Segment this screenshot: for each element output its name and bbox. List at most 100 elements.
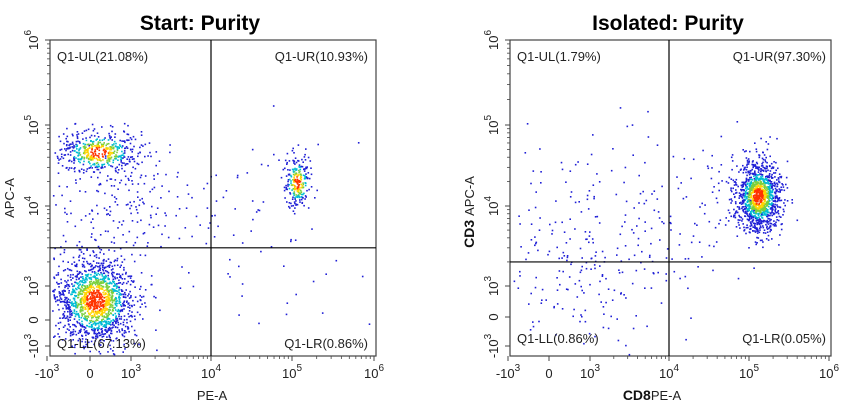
event-point — [86, 315, 88, 318]
event-point — [95, 147, 98, 149]
event-point — [294, 167, 296, 170]
event-point — [746, 166, 748, 168]
event-point — [777, 199, 780, 201]
event-point — [86, 318, 88, 320]
event-point — [755, 203, 758, 205]
event-point — [73, 162, 75, 164]
event-point — [745, 177, 748, 180]
event-point — [756, 186, 758, 188]
event-point — [282, 168, 285, 171]
event-point — [778, 244, 780, 246]
event-point — [76, 288, 78, 291]
event-point — [95, 316, 97, 319]
event-point — [756, 227, 758, 229]
event-point — [57, 272, 60, 274]
event-point — [299, 193, 302, 195]
event-point — [241, 283, 244, 285]
event-point — [92, 328, 95, 330]
event-point — [111, 147, 113, 149]
event-point — [757, 190, 759, 192]
event-point — [619, 107, 622, 109]
event-point — [126, 163, 129, 165]
event-point — [111, 288, 114, 290]
event-point — [747, 188, 750, 190]
event-point — [112, 278, 115, 281]
event-point — [106, 330, 109, 333]
event-point — [84, 298, 86, 301]
event-point — [778, 215, 781, 218]
event-point — [298, 174, 300, 176]
event-point — [94, 277, 97, 280]
event-point — [94, 272, 96, 275]
event-point — [122, 302, 124, 305]
event-point — [104, 296, 107, 298]
event-point — [745, 207, 748, 209]
event-point — [112, 147, 115, 150]
x-tick-label: 105 — [282, 363, 302, 381]
event-point — [712, 269, 714, 272]
event-point — [601, 250, 604, 253]
event-point — [120, 304, 122, 306]
event-point — [767, 239, 770, 241]
event-point — [632, 327, 635, 330]
event-point — [101, 318, 103, 321]
event-point — [86, 275, 88, 277]
event-point — [110, 185, 113, 187]
event-point — [103, 289, 105, 292]
event-point — [649, 254, 651, 257]
event-point — [98, 310, 101, 313]
event-point — [112, 322, 114, 324]
event-point — [178, 208, 181, 210]
event-point — [96, 147, 99, 149]
event-point — [73, 310, 76, 312]
event-point — [288, 187, 291, 190]
event-point — [78, 337, 81, 340]
event-point — [715, 241, 718, 243]
event-point — [780, 228, 783, 231]
event-point — [746, 183, 749, 186]
event-point — [144, 254, 147, 257]
event-point — [105, 305, 107, 307]
event-point — [57, 283, 59, 285]
event-point — [760, 137, 762, 140]
event-point — [86, 260, 88, 263]
event-point — [296, 190, 299, 193]
event-point — [155, 213, 157, 215]
event-point — [133, 160, 136, 163]
event-point — [83, 288, 85, 290]
event-point — [115, 287, 118, 290]
event-point — [644, 230, 646, 232]
event-point — [770, 194, 773, 196]
event-point — [760, 191, 762, 194]
event-point — [756, 166, 759, 169]
event-point — [99, 281, 102, 284]
event-point — [109, 137, 112, 140]
event-point — [758, 154, 760, 156]
event-point — [599, 280, 601, 283]
event-point — [89, 162, 91, 165]
event-point — [83, 294, 86, 297]
event-point — [87, 154, 90, 157]
event-point — [121, 140, 123, 142]
event-point — [116, 283, 118, 285]
event-point — [118, 313, 120, 316]
event-point — [769, 225, 772, 228]
event-point — [84, 287, 87, 290]
event-point — [116, 302, 118, 305]
event-point — [99, 139, 101, 141]
event-point — [79, 271, 82, 274]
event-point — [758, 191, 761, 194]
event-point — [741, 218, 744, 220]
event-point — [756, 199, 758, 202]
event-point — [297, 179, 299, 182]
event-point — [78, 318, 81, 321]
event-point — [764, 167, 766, 170]
event-point — [299, 199, 301, 201]
event-point — [791, 202, 794, 204]
event-point — [762, 202, 765, 204]
event-point — [94, 302, 97, 305]
event-point — [94, 340, 97, 342]
event-point — [53, 294, 55, 296]
event-point — [760, 194, 763, 196]
event-point — [288, 205, 290, 208]
